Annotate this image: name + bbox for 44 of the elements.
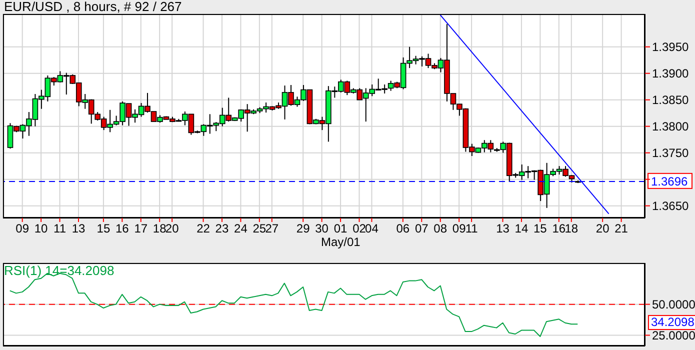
x-tick-label: 02 xyxy=(352,222,366,236)
x-tick-label: 01 xyxy=(334,222,348,236)
x-tick-label: 13 xyxy=(72,222,86,236)
x-tick-label: 07 xyxy=(414,222,429,236)
y-tick-label: 25.0000 xyxy=(652,328,695,342)
x-tick-label: 18 xyxy=(564,222,578,236)
chart-title: RSI(1) 14=34.2098 xyxy=(4,263,114,278)
x-tick-label: 15 xyxy=(534,222,548,236)
x-tick-label: 10 xyxy=(34,222,48,236)
y-tick-label: 1.3650 xyxy=(652,199,690,214)
x-tick-label: 13 xyxy=(496,222,510,236)
x-tick-label: 08 xyxy=(434,222,448,236)
x-tick-label: 17 xyxy=(134,222,148,236)
x-tick-label: 16 xyxy=(115,222,130,236)
y-tick-label: 50.0000 xyxy=(652,298,695,312)
x-tick-label: 09 xyxy=(452,222,466,236)
text: 34.2098 xyxy=(648,315,695,330)
y-tick-label: 1.3850 xyxy=(652,93,690,108)
x-tick-label: 09 xyxy=(16,222,30,236)
x-tick-label: 16 xyxy=(552,222,566,236)
x-tick-label: 06 xyxy=(396,222,410,236)
x-tick-label: 11 xyxy=(54,222,66,236)
x-tick-label: 20 xyxy=(596,222,610,236)
x-tick-label: 23 xyxy=(215,222,229,236)
y-tick-label: 1.3900 xyxy=(652,66,690,81)
x-tick-label: 25 xyxy=(252,222,266,236)
x-tick-label: 24 xyxy=(234,222,248,236)
x-tick-label: 21 xyxy=(614,222,628,236)
ref-line-label: 1.3696 xyxy=(651,174,688,188)
x-tick-label: 15 xyxy=(96,222,110,236)
y-tick-label: 1.3750 xyxy=(652,146,690,160)
x-tick-label: 20 xyxy=(165,222,180,236)
y-tick-label: 1.3800 xyxy=(652,120,690,134)
x-tick-label: 18 xyxy=(152,222,167,236)
x-tick-label: 04 xyxy=(365,222,379,236)
x-tick-label: 14 xyxy=(514,222,528,236)
x-tick-label: 11 xyxy=(465,222,478,236)
chart-title: EUR/USD , 8 hours, # 92 / 267 xyxy=(4,0,182,14)
x-tick-label: 29 xyxy=(296,222,310,236)
y-tick-label: 1.3950 xyxy=(652,40,690,54)
x-tick-label: 30 xyxy=(315,222,329,236)
text: May/01 xyxy=(321,235,360,249)
x-tick-label: 22 xyxy=(196,222,210,236)
x-tick-label: 27 xyxy=(265,222,279,236)
